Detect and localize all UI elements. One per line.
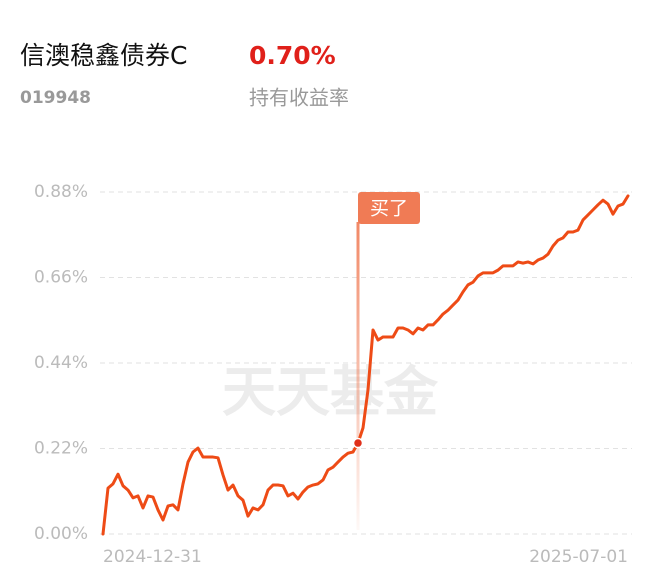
buy-marker-box <box>358 192 420 224</box>
return-line <box>101 194 630 536</box>
y-tick-label: 0.44% <box>34 353 88 373</box>
fund-name: 信澳稳鑫债券C <box>20 41 187 70</box>
x-tick-label: 2025-07-01 <box>529 547 628 567</box>
y-tick-label: 0.88% <box>34 182 88 202</box>
y-tick-label: 0.22% <box>34 439 88 459</box>
buy-marker-label: 买了 <box>370 198 408 220</box>
return-value: 0.70% <box>249 41 336 70</box>
buy-marker-line <box>356 222 360 530</box>
buy-point <box>352 437 364 449</box>
x-tick-label: 2024-12-31 <box>103 547 202 567</box>
y-tick-label: 0.66% <box>34 268 88 288</box>
return-label: 持有收益率 <box>249 86 349 110</box>
watermark: 天天基金 <box>222 361 439 424</box>
fund-code: 019948 <box>20 88 91 108</box>
y-tick-label: 0.00% <box>34 524 88 544</box>
